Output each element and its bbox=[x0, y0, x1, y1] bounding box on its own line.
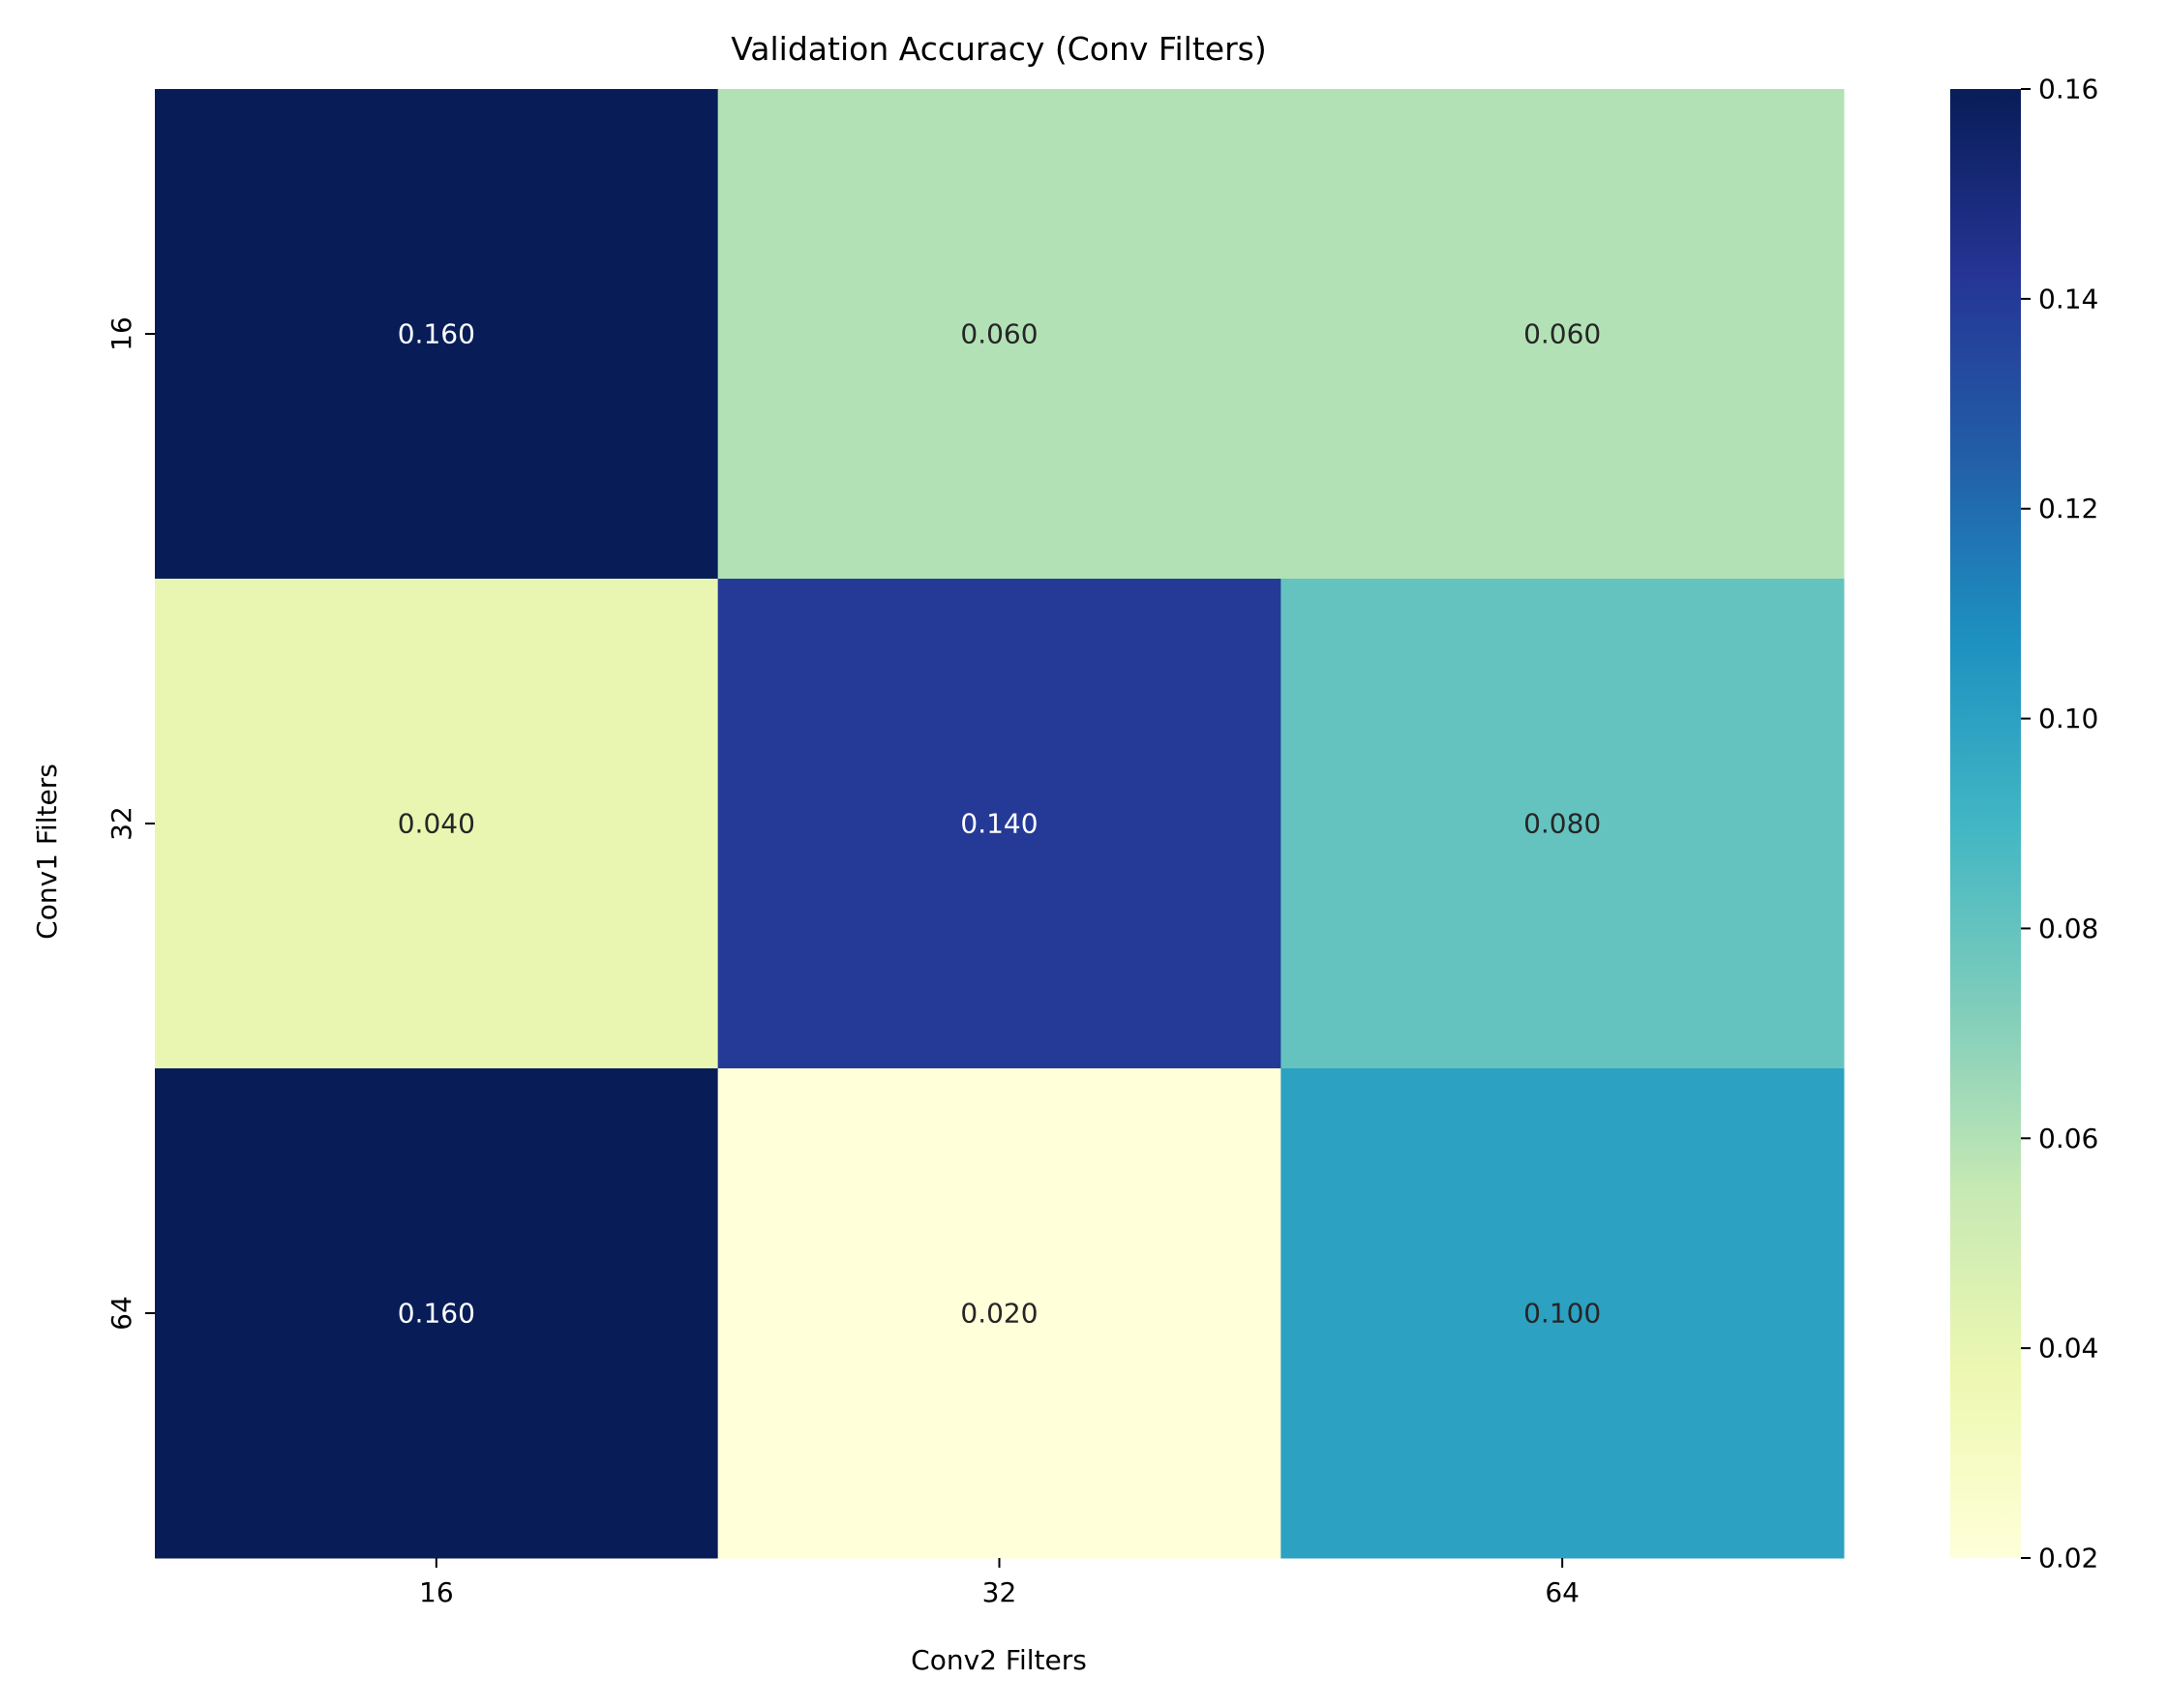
chart-title: Validation Accuracy (Conv Filters) bbox=[731, 30, 1266, 68]
colorbar-tick-label: 0.08 bbox=[2038, 913, 2098, 944]
colorbar-tick-label: 0.04 bbox=[2038, 1333, 2098, 1364]
colorbar-tick-label: 0.02 bbox=[2038, 1543, 2098, 1574]
x-axis-label: Conv2 Filters bbox=[911, 1644, 1087, 1676]
cell-value-label: 0.140 bbox=[960, 808, 1038, 840]
heatmap-cell bbox=[717, 579, 1281, 1069]
heatmap-cell bbox=[717, 89, 1281, 580]
cell-value-label: 0.040 bbox=[398, 808, 475, 840]
x-tick-label: 32 bbox=[982, 1576, 1017, 1608]
cell-value-label: 0.100 bbox=[1523, 1298, 1601, 1330]
colorbar-tick-label: 0.12 bbox=[2038, 493, 2098, 524]
x-tick-label: 64 bbox=[1545, 1576, 1580, 1608]
cell-value-label: 0.160 bbox=[398, 318, 475, 350]
heatmap-cell bbox=[1280, 89, 1845, 580]
y-tick-label: 16 bbox=[105, 316, 137, 351]
y-axis: 16 32 64 bbox=[105, 316, 155, 1331]
y-tick-label: 32 bbox=[105, 806, 137, 841]
heatmap-cell bbox=[155, 89, 719, 580]
heatmap-cell bbox=[155, 579, 719, 1069]
heatmap-cell bbox=[1280, 579, 1845, 1069]
cell-value-label: 0.060 bbox=[1523, 318, 1601, 350]
colorbar-tick-label: 0.16 bbox=[2038, 74, 2098, 105]
heatmap-cell bbox=[717, 1068, 1281, 1559]
cell-value-label: 0.020 bbox=[960, 1298, 1038, 1330]
cell-value-label: 0.060 bbox=[960, 318, 1038, 350]
colorbar-axis: 0.02 0.04 0.06 0.08 0.10 0.12 0.14 0.16 bbox=[2021, 74, 2098, 1574]
cell-value-label: 0.080 bbox=[1523, 808, 1601, 840]
colorbar bbox=[1950, 89, 2021, 1558]
x-axis: 16 32 64 bbox=[419, 1558, 1580, 1608]
colorbar-tick-label: 0.14 bbox=[2038, 283, 2098, 315]
colorbar-tick-label: 0.10 bbox=[2038, 703, 2098, 734]
heatmap-cell bbox=[1280, 1068, 1845, 1559]
x-tick-label: 16 bbox=[419, 1576, 454, 1608]
heatmap-cell bbox=[155, 1068, 719, 1559]
colorbar-tick-label: 0.06 bbox=[2038, 1123, 2098, 1154]
y-tick-label: 64 bbox=[105, 1296, 137, 1331]
y-axis-label: Conv1 Filters bbox=[31, 764, 63, 940]
heatmap-cells: 0.160 0.060 0.060 0.040 0.140 0.080 0.160 0.020… bbox=[155, 89, 1845, 1559]
cell-value-label: 0.160 bbox=[398, 1298, 475, 1330]
